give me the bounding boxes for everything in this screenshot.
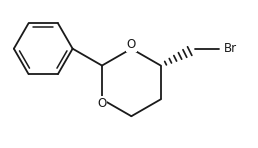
Text: O: O [127,38,136,51]
Text: O: O [97,97,107,110]
Text: Br: Br [223,42,237,55]
